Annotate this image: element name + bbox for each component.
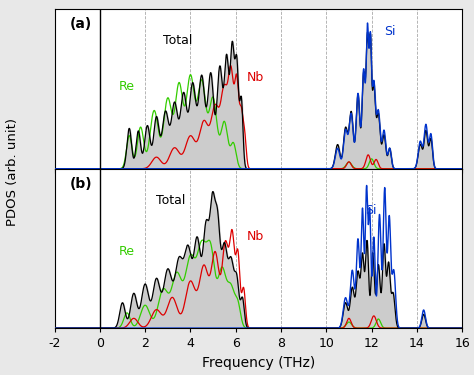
Text: Total: Total (156, 194, 186, 207)
Text: (b): (b) (70, 177, 92, 191)
Text: PDOS (arb. unit): PDOS (arb. unit) (6, 118, 18, 226)
Text: Re: Re (119, 80, 135, 93)
Text: (a): (a) (70, 18, 92, 32)
Text: Nb: Nb (247, 71, 264, 84)
Text: Nb: Nb (247, 230, 264, 243)
Text: Total: Total (163, 34, 192, 47)
Text: Si: Si (365, 204, 376, 217)
Text: Si: Si (384, 25, 395, 38)
X-axis label: Frequency (THz): Frequency (THz) (202, 356, 315, 370)
Text: Re: Re (119, 245, 135, 258)
